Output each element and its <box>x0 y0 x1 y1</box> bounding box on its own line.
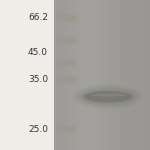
Ellipse shape <box>91 94 125 96</box>
Ellipse shape <box>76 86 140 108</box>
FancyBboxPatch shape <box>58 125 79 133</box>
Text: 25.0: 25.0 <box>28 124 48 134</box>
FancyBboxPatch shape <box>59 37 78 44</box>
FancyBboxPatch shape <box>59 76 78 83</box>
Ellipse shape <box>79 87 137 106</box>
FancyBboxPatch shape <box>58 59 79 67</box>
FancyBboxPatch shape <box>61 77 75 82</box>
Text: 66.2: 66.2 <box>28 14 48 22</box>
Ellipse shape <box>84 91 132 102</box>
Ellipse shape <box>81 89 135 104</box>
FancyBboxPatch shape <box>61 127 75 131</box>
FancyBboxPatch shape <box>61 77 75 82</box>
FancyBboxPatch shape <box>61 61 75 65</box>
FancyBboxPatch shape <box>58 75 79 84</box>
FancyBboxPatch shape <box>58 36 79 45</box>
FancyBboxPatch shape <box>61 38 75 43</box>
FancyBboxPatch shape <box>61 38 75 43</box>
FancyBboxPatch shape <box>60 38 77 44</box>
FancyBboxPatch shape <box>61 127 75 131</box>
FancyBboxPatch shape <box>61 16 75 20</box>
FancyBboxPatch shape <box>60 76 77 82</box>
Ellipse shape <box>84 91 132 102</box>
FancyBboxPatch shape <box>59 14 78 22</box>
FancyBboxPatch shape <box>58 14 79 22</box>
FancyBboxPatch shape <box>61 16 75 20</box>
FancyBboxPatch shape <box>60 15 77 21</box>
Bar <box>0 0 54 150</box>
FancyBboxPatch shape <box>60 126 77 132</box>
FancyBboxPatch shape <box>61 61 75 65</box>
Text: 35.0: 35.0 <box>28 75 48 84</box>
Text: 45.0: 45.0 <box>28 48 48 57</box>
Bar <box>54 0 150 150</box>
FancyBboxPatch shape <box>59 125 78 133</box>
FancyBboxPatch shape <box>59 59 78 67</box>
Ellipse shape <box>73 84 143 110</box>
FancyBboxPatch shape <box>60 60 77 66</box>
